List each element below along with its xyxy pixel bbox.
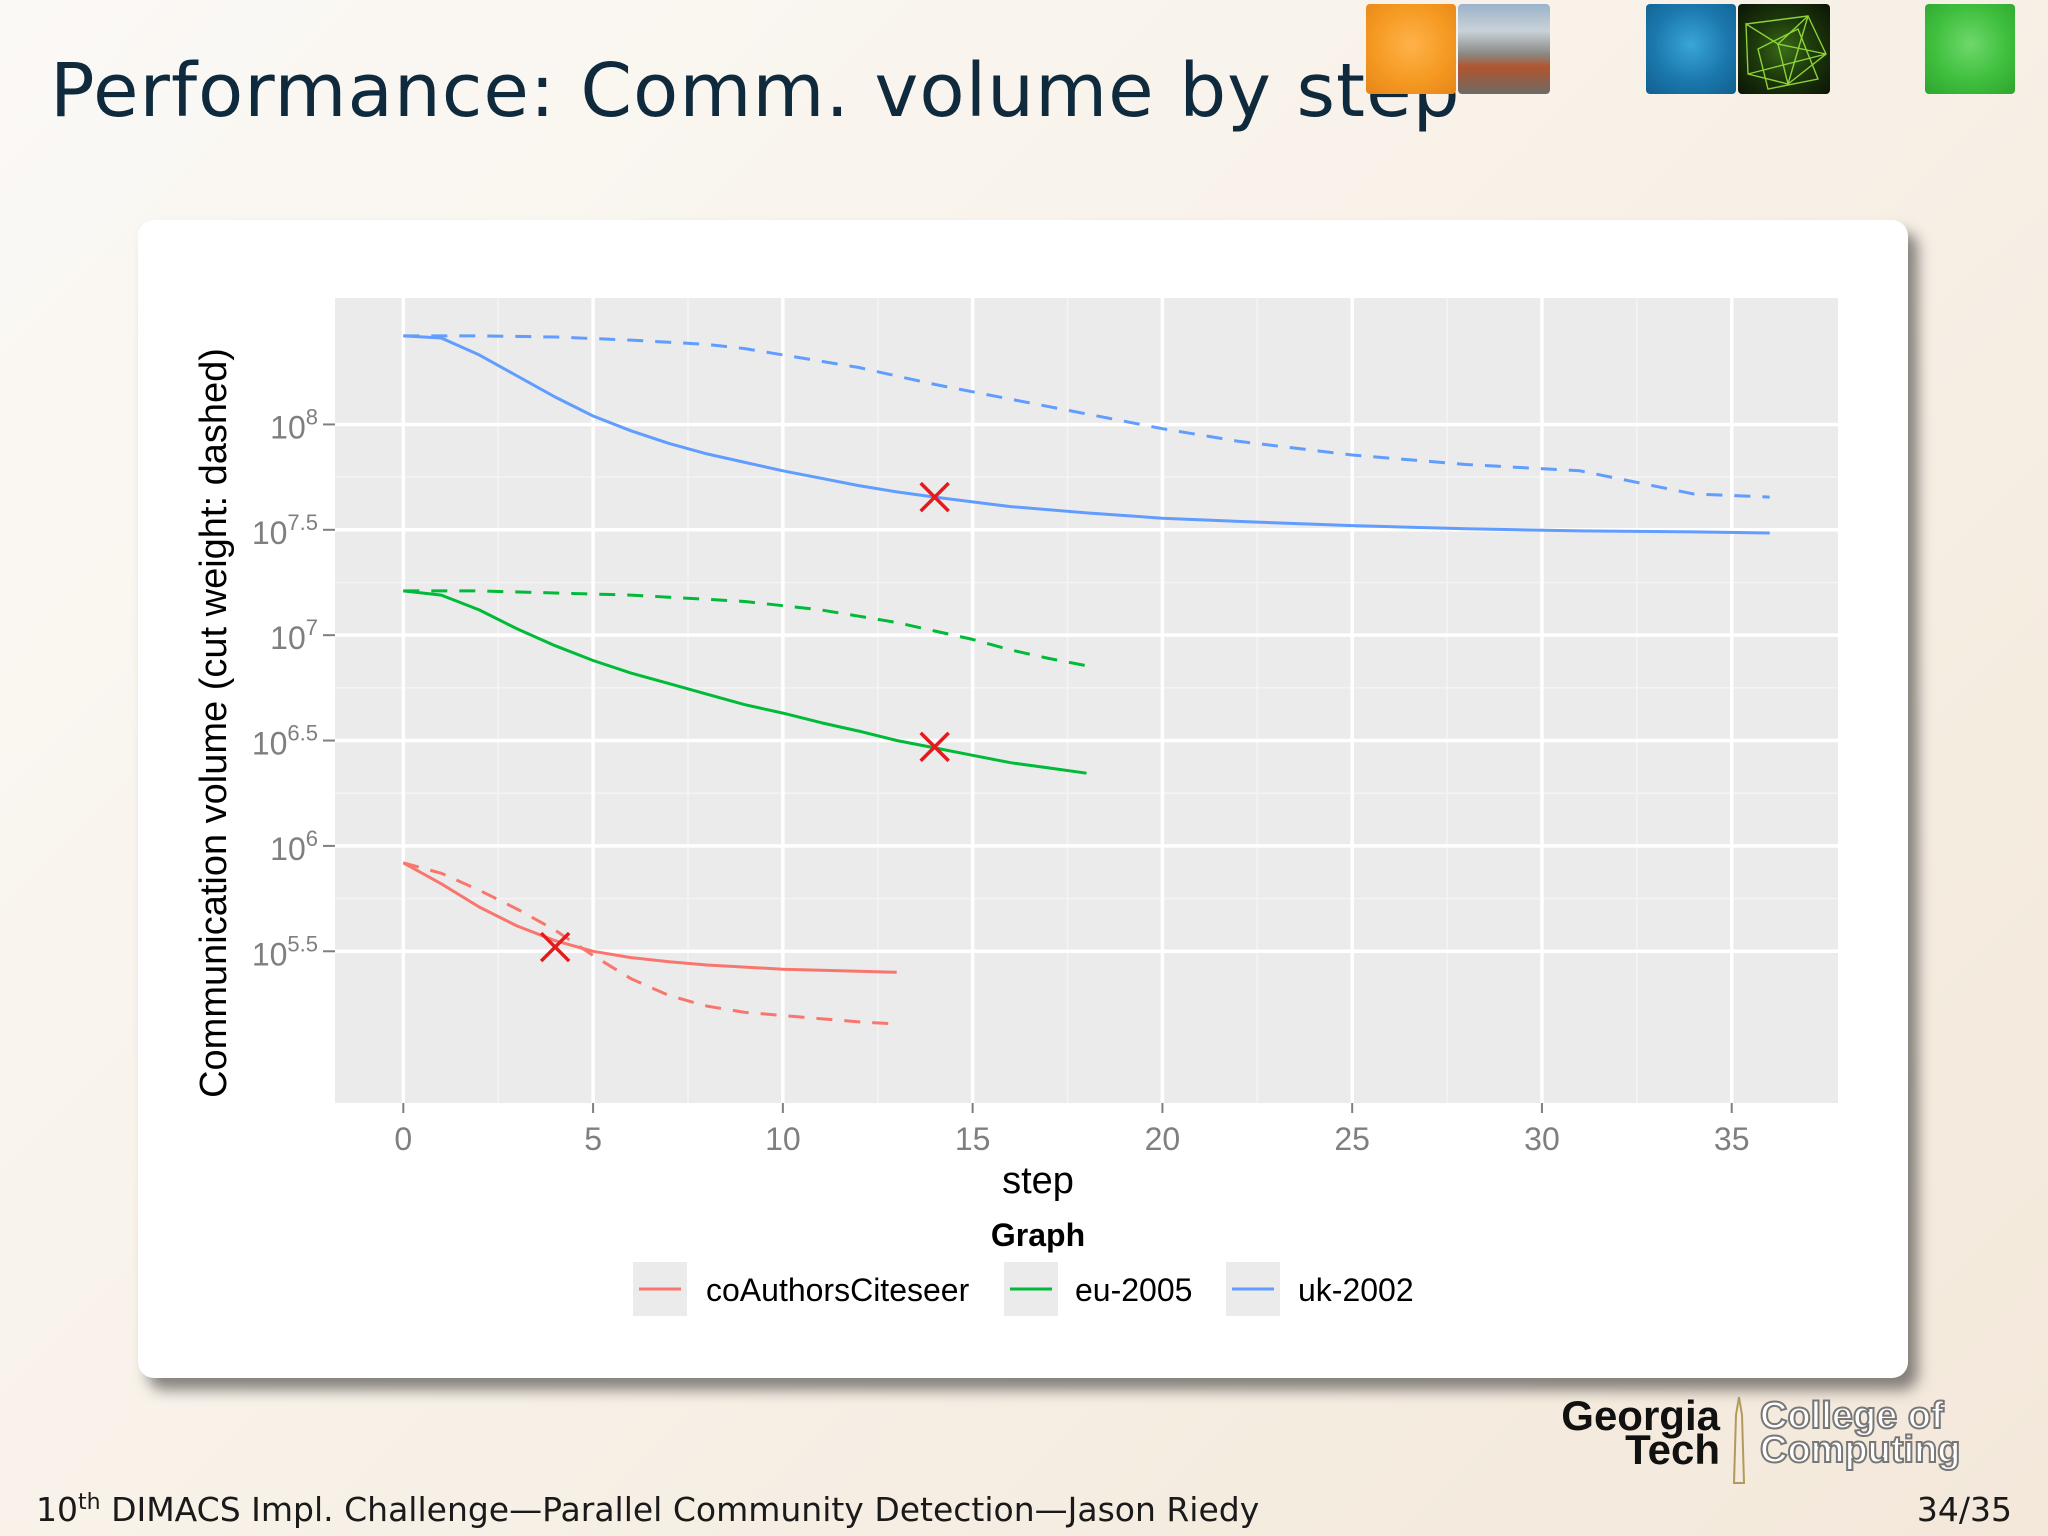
y-tick-label: 107: [270, 615, 318, 656]
series-line-eu-2005-cut-weight: [403, 589, 1087, 668]
legend-label: coAuthorsCiteseer: [706, 1272, 970, 1308]
axes: 0 5 10 15 20 25 30 35 105.5 106 106.5 107 107.5 108: [252, 404, 1750, 1157]
legend-label: uk-2002: [1298, 1272, 1414, 1308]
x-tick-label: 10: [765, 1121, 801, 1157]
x-markers: [539, 481, 950, 963]
series-lines: [402, 334, 1770, 1026]
page-number: 34/35: [1916, 1490, 2012, 1529]
x-tick-label: 0: [394, 1121, 412, 1157]
orange-tile-image: [1366, 4, 1456, 94]
series-line-eu-2005-comm-volume: [403, 589, 1087, 775]
legend: coAuthorsCiteseer eu-2005 uk-2002: [633, 1262, 1414, 1316]
slide-title: Performance: Comm. volume by step: [50, 48, 1461, 134]
footer-text: DIMACS Impl. Challenge—Parallel Communit…: [100, 1490, 1260, 1529]
legend-label: eu-2005: [1075, 1272, 1192, 1308]
x-marker-stroke: [919, 481, 950, 513]
y-tick-label: 108: [270, 404, 318, 445]
logo-line-tech: Tech: [1625, 1426, 1720, 1473]
logo-line-computing: Computing: [1759, 1429, 1962, 1471]
network-graph-image: [1738, 4, 1830, 94]
x-marker-stroke: [539, 931, 571, 963]
logo-line-georgia: Georgia: [1561, 1392, 1720, 1439]
x-marker-coAuthorsCiteseer: [539, 931, 571, 963]
footer-citation: 10th DIMACS Impl. Challenge—Parallel Com…: [36, 1490, 1259, 1529]
x-marker-eu-2005: [919, 731, 950, 763]
green-tile-image: [1925, 4, 2015, 94]
x-tick-label: 20: [1145, 1121, 1181, 1157]
tower-icon: [1732, 1396, 1746, 1484]
y-tick-label: 107.5: [252, 510, 318, 551]
x-tick-label: 35: [1714, 1121, 1750, 1157]
x-tick-label: 25: [1334, 1121, 1370, 1157]
x-marker-uk-2002: [919, 481, 950, 513]
x-tick-label: 30: [1524, 1121, 1560, 1157]
line-chart: 0 5 10 15 20 25 30 35 105.5 106 106.5 107 107.5 108 s…: [193, 298, 1838, 1316]
chart-card: 0 5 10 15 20 25 30 35 105.5 106 106.5 107 107.5 108 s…: [138, 220, 1908, 1378]
footer-superscript: th: [78, 1490, 101, 1515]
network-graph-icon: [1745, 14, 1827, 90]
blue-tile-image: [1646, 4, 1736, 94]
gridlines: [335, 298, 1838, 1103]
legend-title: Graph: [991, 1217, 1085, 1253]
logo-line-college: College of: [1759, 1395, 1945, 1437]
y-tick-label: 106: [270, 826, 318, 867]
legend-item-coAuthorsCiteseer: coAuthorsCiteseer: [633, 1262, 970, 1316]
x-axis-label: step: [1002, 1160, 1074, 1202]
legend-item-eu-2005: eu-2005: [1004, 1262, 1192, 1316]
y-tick-label: 106.5: [252, 721, 318, 762]
series-line-uk-2002-cut-weight: [403, 334, 1770, 499]
y-axis-label: Communication volume (cut weight: dashed…: [193, 348, 235, 1098]
plot-panel: [335, 298, 1838, 1103]
series-line-uk-2002-comm-volume: [403, 334, 1770, 535]
building-photo-image: [1458, 4, 1550, 94]
legend-item-uk-2002: uk-2002: [1226, 1262, 1414, 1316]
panel-background: [335, 298, 1838, 1103]
y-tick-label: 105.5: [252, 931, 318, 972]
x-tick-label: 15: [955, 1121, 991, 1157]
x-tick-label: 5: [584, 1121, 602, 1157]
x-marker-stroke: [919, 731, 950, 763]
georgia-tech-logo: Georgia Tech College of Computing: [1540, 1395, 2000, 1495]
series-line-coAuthorsCiteseer-cut-weight: [402, 861, 897, 1026]
footer-number: 10: [36, 1490, 78, 1529]
series-line-coAuthorsCiteseer-comm-volume: [402, 861, 897, 974]
